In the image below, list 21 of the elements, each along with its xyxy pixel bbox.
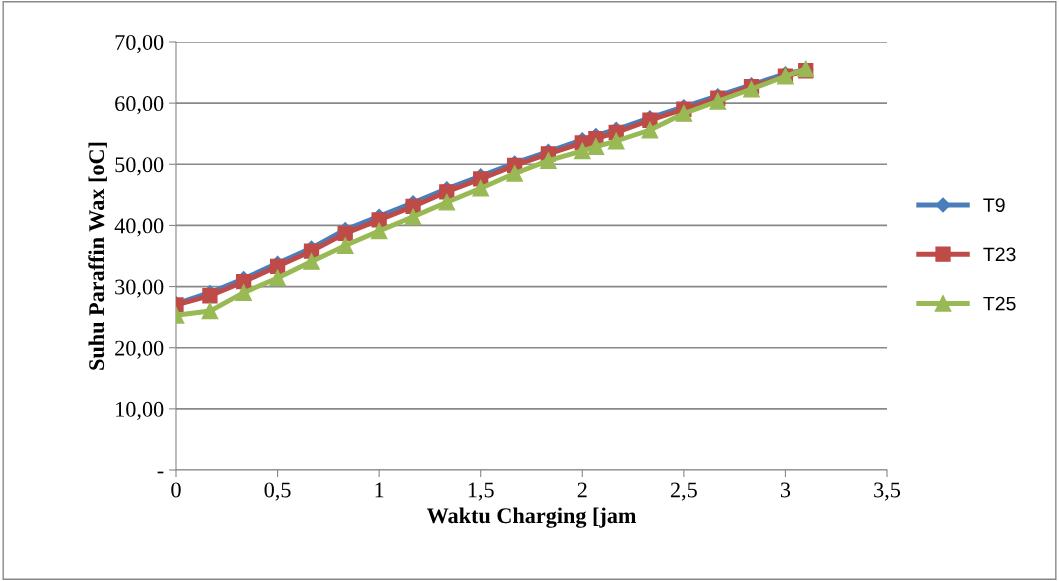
x-tick-label: 0 [171, 482, 181, 498]
y-tick-label: 60,00 [115, 96, 164, 115]
y-tick-label: 40,00 [114, 218, 164, 237]
y-tick-label: - [157, 471, 164, 474]
x-tick-label: 3 [780, 482, 791, 498]
legend-label: T9 [983, 198, 1005, 212]
y-tick-label: 70,00 [115, 34, 164, 54]
legend-label: T23 [983, 247, 1016, 262]
y-tick-label: 10,00 [116, 401, 164, 420]
y-tick-label: 30,00 [115, 279, 164, 298]
y-tick-label: 50,00 [115, 157, 164, 176]
x-tick-label: 1,5 [468, 482, 494, 501]
x-tick-label: 2,5 [670, 482, 697, 501]
x-axis-title: Waktu Charging [jam [426, 507, 637, 528]
x-tick-label: 1 [375, 482, 384, 498]
y-axis-title: Suhu Paraffin Wax [oC] [88, 142, 107, 370]
x-tick-label: 3,5 [874, 482, 901, 501]
x-tick-label: 0,5 [264, 482, 291, 501]
legend-label: T25 [983, 296, 1016, 311]
x-tick-label: 2 [577, 482, 587, 498]
y-tick-label: 20,00 [115, 340, 164, 359]
